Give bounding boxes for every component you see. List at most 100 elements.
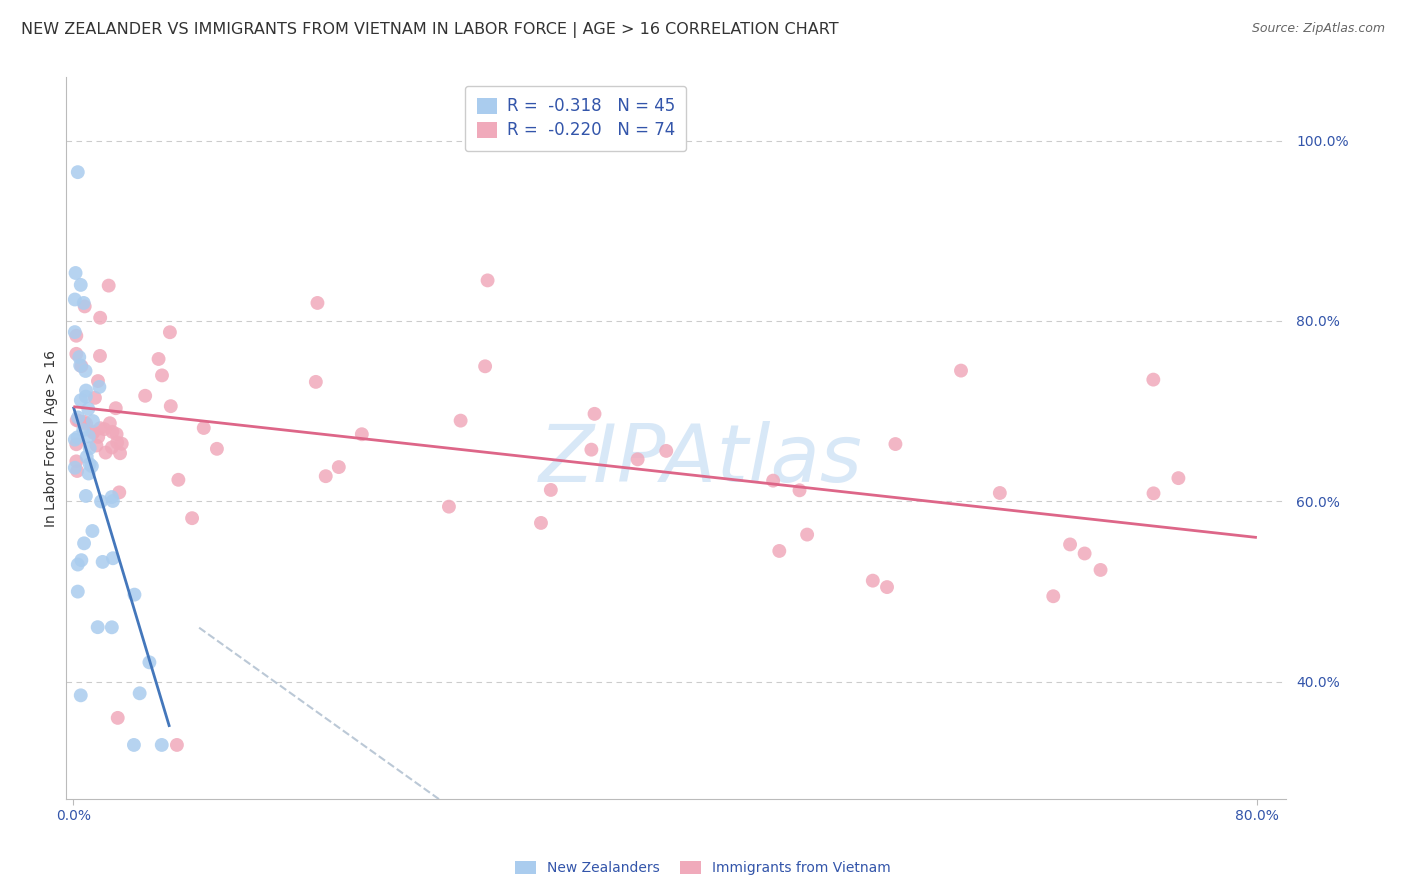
Point bbox=[75, 489, 97, 503]
Point bbox=[205, 442, 228, 456]
Point bbox=[108, 485, 131, 500]
Point bbox=[100, 490, 122, 504]
Y-axis label: In Labor Force | Age > 16: In Labor Force | Age > 16 bbox=[44, 350, 58, 527]
Point bbox=[98, 416, 121, 430]
Point bbox=[530, 516, 553, 530]
Point bbox=[73, 536, 96, 550]
Point bbox=[89, 310, 111, 325]
Point bbox=[67, 414, 90, 428]
Point bbox=[89, 380, 111, 394]
Point bbox=[437, 500, 460, 514]
Point bbox=[66, 413, 89, 427]
Point bbox=[884, 437, 907, 451]
Point bbox=[87, 430, 110, 444]
Point bbox=[89, 349, 111, 363]
Point bbox=[101, 494, 124, 508]
Point bbox=[581, 442, 603, 457]
Point bbox=[75, 364, 97, 378]
Point bbox=[655, 443, 678, 458]
Point bbox=[124, 588, 146, 602]
Point bbox=[69, 393, 91, 408]
Point bbox=[65, 437, 87, 451]
Point bbox=[181, 511, 204, 525]
Point bbox=[66, 464, 89, 478]
Point bbox=[134, 389, 156, 403]
Point bbox=[101, 425, 124, 439]
Point bbox=[63, 433, 86, 447]
Point bbox=[67, 350, 90, 364]
Point bbox=[101, 441, 124, 455]
Point bbox=[350, 427, 373, 442]
Point bbox=[90, 494, 112, 508]
Point bbox=[69, 277, 91, 292]
Point bbox=[75, 417, 97, 431]
Point bbox=[328, 460, 350, 475]
Point bbox=[73, 299, 96, 313]
Point bbox=[82, 414, 104, 428]
Point bbox=[627, 452, 650, 467]
Point bbox=[65, 328, 87, 343]
Legend: New Zealanders, Immigrants from Vietnam: New Zealanders, Immigrants from Vietnam bbox=[509, 855, 897, 880]
Point bbox=[77, 467, 100, 481]
Point bbox=[477, 273, 499, 287]
Legend: R =  -0.318   N = 45, R =  -0.220   N = 74: R = -0.318 N = 45, R = -0.220 N = 74 bbox=[465, 86, 686, 151]
Point bbox=[768, 544, 790, 558]
Point bbox=[75, 390, 97, 404]
Point bbox=[307, 296, 329, 310]
Point bbox=[101, 620, 124, 634]
Point bbox=[73, 296, 96, 310]
Point bbox=[540, 483, 562, 497]
Point bbox=[86, 438, 108, 452]
Point bbox=[1090, 563, 1112, 577]
Text: Source: ZipAtlas.com: Source: ZipAtlas.com bbox=[1251, 22, 1385, 36]
Point bbox=[1042, 589, 1064, 603]
Point bbox=[63, 325, 86, 339]
Point bbox=[862, 574, 884, 588]
Point bbox=[79, 457, 101, 471]
Point bbox=[89, 421, 111, 435]
Point bbox=[86, 620, 108, 634]
Point bbox=[796, 527, 818, 541]
Point bbox=[193, 421, 215, 435]
Point bbox=[76, 450, 98, 464]
Point bbox=[1142, 486, 1164, 500]
Point bbox=[949, 363, 972, 377]
Point bbox=[148, 351, 170, 366]
Point bbox=[79, 441, 101, 455]
Point bbox=[84, 391, 107, 405]
Text: ZIPAtlas: ZIPAtlas bbox=[538, 421, 862, 499]
Point bbox=[105, 427, 128, 442]
Point bbox=[72, 423, 94, 437]
Point bbox=[474, 359, 496, 374]
Point bbox=[77, 401, 100, 416]
Point bbox=[63, 460, 86, 475]
Point bbox=[138, 656, 160, 670]
Point bbox=[128, 686, 150, 700]
Point bbox=[111, 436, 134, 450]
Point bbox=[166, 738, 188, 752]
Point bbox=[93, 422, 115, 436]
Point bbox=[1142, 373, 1164, 387]
Point bbox=[82, 425, 104, 439]
Point bbox=[94, 445, 117, 459]
Point bbox=[159, 399, 181, 413]
Point bbox=[1073, 547, 1095, 561]
Point bbox=[988, 486, 1011, 500]
Point bbox=[305, 375, 328, 389]
Point bbox=[70, 553, 93, 567]
Point bbox=[876, 580, 898, 594]
Point bbox=[69, 359, 91, 373]
Point bbox=[82, 524, 104, 538]
Point bbox=[70, 359, 93, 373]
Point bbox=[80, 459, 103, 474]
Point bbox=[1059, 537, 1081, 551]
Point bbox=[82, 425, 104, 440]
Point bbox=[101, 551, 124, 566]
Point bbox=[87, 374, 110, 388]
Point bbox=[315, 469, 337, 483]
Point bbox=[104, 401, 127, 416]
Point bbox=[450, 414, 472, 428]
Point bbox=[108, 446, 131, 460]
Point bbox=[107, 711, 129, 725]
Point bbox=[762, 474, 785, 488]
